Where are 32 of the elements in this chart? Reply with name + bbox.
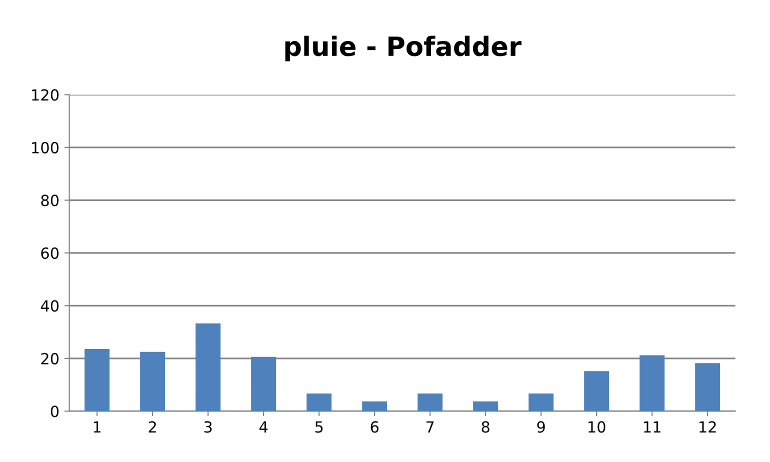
x-tick-label: 11 xyxy=(644,421,660,433)
y-tick-label: 120 xyxy=(32,89,59,101)
y-tick-label: 20 xyxy=(41,352,59,364)
y-tick-label: 60 xyxy=(41,247,59,259)
y-tick-label: 100 xyxy=(32,142,59,154)
bar xyxy=(196,323,221,412)
x-tick-label: 7 xyxy=(426,421,434,433)
x-tick-label: 12 xyxy=(700,421,716,433)
x-tick-label: 2 xyxy=(148,421,156,433)
bar xyxy=(140,352,166,412)
x-tick-label: 5 xyxy=(315,421,323,433)
x-tick-label: 4 xyxy=(259,421,268,433)
y-tick-label: 0 xyxy=(50,406,59,418)
bar xyxy=(418,394,443,412)
x-tick-label: 3 xyxy=(204,421,212,433)
bar xyxy=(251,356,276,412)
y-tick-label: 40 xyxy=(40,300,59,312)
chart-title: pluie - Pofadder xyxy=(285,36,522,62)
bar xyxy=(695,363,720,412)
bar xyxy=(306,394,332,412)
x-tick-label: 1 xyxy=(94,421,100,433)
bar xyxy=(528,394,554,412)
bar xyxy=(84,348,110,412)
x-tick-label: 9 xyxy=(537,421,545,433)
x-tick-label: 10 xyxy=(588,421,606,433)
bar xyxy=(640,355,665,412)
bar xyxy=(362,401,388,412)
bar xyxy=(473,401,498,412)
x-tick-label: 6 xyxy=(370,421,378,433)
bar xyxy=(584,371,610,412)
y-tick-label: 80 xyxy=(41,194,59,206)
x-tick-label: 8 xyxy=(482,421,490,433)
